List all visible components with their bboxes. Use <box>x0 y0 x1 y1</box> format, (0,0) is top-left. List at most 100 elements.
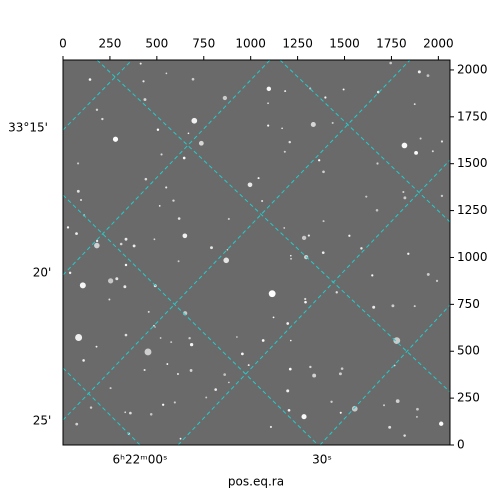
star <box>288 367 292 371</box>
x-tick-label: 0 <box>59 37 67 51</box>
star <box>351 405 358 412</box>
star <box>393 337 401 345</box>
x-tick-label: 1750 <box>376 37 407 51</box>
star <box>82 359 85 362</box>
x-tick-label: 1500 <box>329 37 360 51</box>
star <box>75 422 79 426</box>
y-tick-label: 1250 <box>457 203 488 217</box>
star <box>371 274 374 277</box>
star <box>416 407 419 411</box>
star <box>143 368 146 372</box>
x-tick-label: 500 <box>145 37 168 51</box>
star <box>228 381 230 384</box>
star <box>395 399 400 403</box>
y-tick-label: 2000 <box>457 62 488 76</box>
star <box>198 140 204 146</box>
star <box>426 272 430 276</box>
star <box>281 127 283 130</box>
star <box>335 291 338 294</box>
star <box>391 304 395 308</box>
star <box>383 404 386 407</box>
star <box>108 298 111 301</box>
star <box>331 121 334 124</box>
star <box>360 247 363 250</box>
star <box>172 199 175 202</box>
star <box>79 282 86 289</box>
star <box>170 341 173 344</box>
star <box>109 387 112 390</box>
star <box>304 300 307 304</box>
star <box>324 96 327 99</box>
star <box>108 278 114 284</box>
star <box>419 137 422 140</box>
x-tick-label: 2000 <box>423 37 454 51</box>
star <box>223 257 230 264</box>
star <box>247 182 253 188</box>
star <box>377 90 380 94</box>
star <box>68 271 72 275</box>
star <box>340 367 344 370</box>
dec-tick-label: 33°15' <box>8 121 48 135</box>
star <box>88 78 92 81</box>
star <box>154 326 156 328</box>
star <box>182 156 186 160</box>
star <box>124 263 128 267</box>
star <box>179 437 182 440</box>
star <box>166 363 169 365</box>
star <box>222 95 228 101</box>
star <box>375 208 379 212</box>
x-tick-label: 1000 <box>235 37 266 51</box>
star <box>301 235 307 241</box>
star <box>188 336 191 340</box>
star <box>214 388 217 391</box>
star <box>124 237 128 241</box>
star <box>89 406 93 409</box>
star <box>173 401 176 404</box>
star <box>388 425 392 429</box>
y-tick-label: 1000 <box>457 250 488 264</box>
star <box>187 132 190 135</box>
star <box>189 369 193 372</box>
star <box>267 102 269 105</box>
x-tick-label: 1250 <box>282 37 313 51</box>
star <box>77 162 80 165</box>
y-tick-label: 500 <box>457 344 480 358</box>
star <box>94 242 100 249</box>
ra-tick-label: 6ʰ22ᵐ00ˢ <box>113 453 168 467</box>
star <box>286 322 290 325</box>
grid-line <box>62 59 411 421</box>
star <box>269 425 273 429</box>
star <box>149 413 153 416</box>
star <box>266 86 272 92</box>
star <box>176 372 179 375</box>
star <box>407 252 410 255</box>
star <box>165 72 168 75</box>
grid-line <box>62 59 133 131</box>
star <box>440 194 444 198</box>
star <box>401 142 408 149</box>
star <box>287 408 291 412</box>
star <box>413 103 416 106</box>
star <box>159 337 162 339</box>
sky-image <box>63 60 450 445</box>
grid-line <box>62 59 271 276</box>
star <box>339 411 342 414</box>
dec-tick-label: 25' <box>33 414 52 428</box>
star <box>189 343 194 347</box>
star <box>402 190 405 193</box>
star <box>124 333 128 337</box>
star <box>310 121 316 128</box>
star <box>115 277 119 281</box>
star <box>272 316 275 319</box>
star <box>205 396 208 399</box>
star <box>413 305 416 308</box>
star <box>304 297 307 301</box>
frame <box>62 59 451 446</box>
star <box>177 217 181 220</box>
star <box>156 128 160 131</box>
star <box>75 334 83 341</box>
y-tick-label: 1750 <box>457 109 488 123</box>
star <box>123 285 127 289</box>
stars <box>66 61 444 440</box>
